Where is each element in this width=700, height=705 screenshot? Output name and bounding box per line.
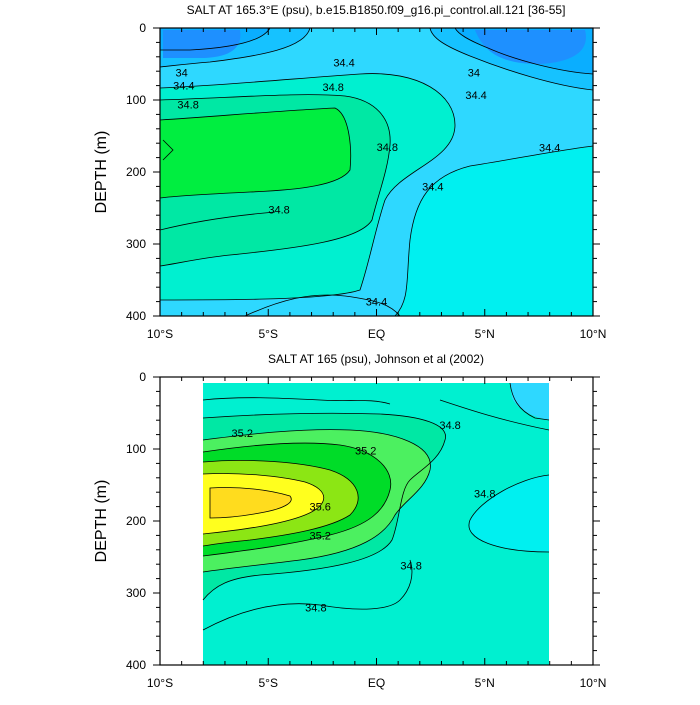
- panel-1-ylabel: DEPTH (m): [93, 131, 110, 214]
- panel-2-contour-labels: 35.2 35.2 34.8 34.8 35.6 35.2 34.8 34.8: [232, 420, 496, 614]
- contour-label: 35.2: [355, 445, 376, 457]
- x-tick-label: 5°N: [475, 676, 495, 690]
- panel-1-axes: 10°S 5°S EQ 5°N 10°N 0 100 200 300 400: [126, 21, 606, 341]
- observed-salinity-panel: SALT AT 165 (psu), Johnson et al (2002): [93, 352, 606, 690]
- contour-label: 34.8: [322, 82, 343, 94]
- y-tick-label: 200: [126, 514, 146, 528]
- panel-2-plot-area: 35.2 35.2 34.8 34.8 35.6 35.2 34.8 34.8: [202, 382, 550, 665]
- contour-label: 34.8: [474, 489, 495, 501]
- contour-label: 34.4: [173, 81, 194, 93]
- contour-label: 34.4: [539, 143, 560, 155]
- contour-label: 34.8: [305, 602, 326, 614]
- y-tick-label: 200: [126, 165, 146, 179]
- y-tick-label: 400: [126, 309, 146, 323]
- y-tick-label: 0: [139, 370, 146, 384]
- x-tick-label: 10°N: [580, 676, 607, 690]
- panel-1-fill-33.6: [163, 30, 586, 64]
- contour-label: 34.4: [366, 297, 387, 309]
- x-tick-label: 10°S: [147, 327, 173, 341]
- contour-label: 34.8: [439, 420, 460, 432]
- contour-label: 34.8: [400, 561, 421, 573]
- x-tick-label: 5°S: [259, 676, 278, 690]
- panel-2-title: SALT AT 165 (psu), Johnson et al (2002): [268, 352, 484, 366]
- panel-1-fill-35.0: [160, 108, 351, 198]
- panel-1-title: SALT AT 165.3°E (psu), b.e15.B1850.f09_g…: [187, 3, 566, 17]
- contour-label: 34: [176, 68, 188, 80]
- contour-label: 34.4: [422, 181, 443, 193]
- panel-2-fill-34.4: [468, 475, 549, 552]
- y-tick-label: 300: [126, 586, 146, 600]
- panel-2-contour-lines: [202, 382, 550, 631]
- y-tick-label: 0: [139, 21, 146, 35]
- panel-2-axes: 10°S 5°S EQ 5°N 10°N 0 100 200 300 400: [126, 370, 606, 690]
- x-tick-label: 5°S: [259, 327, 278, 341]
- contour-label: 35.2: [309, 530, 330, 542]
- contour-label: 35.2: [232, 428, 253, 440]
- y-tick-label: 100: [126, 442, 146, 456]
- contour-label: 34.8: [177, 99, 198, 111]
- panel-1-contour-lines: [160, 28, 593, 316]
- y-tick-label: 100: [126, 93, 146, 107]
- contour-label: 34.8: [377, 142, 398, 154]
- y-tick-label: 300: [126, 237, 146, 251]
- contour-label: 34.4: [465, 90, 486, 102]
- panel-2-ylabel: DEPTH (m): [93, 480, 110, 563]
- x-tick-label: 10°N: [580, 327, 607, 341]
- contour-label: 35.6: [309, 502, 330, 514]
- contour-label: 34.4: [333, 58, 354, 70]
- model-salinity-panel: SALT AT 165.3°E (psu), b.e15.B1850.f09_g…: [93, 3, 606, 341]
- x-tick-label: 10°S: [147, 676, 173, 690]
- panel-2-fill-34.2: [510, 383, 549, 420]
- y-tick-label: 400: [126, 658, 146, 672]
- x-tick-label: EQ: [368, 327, 385, 341]
- x-tick-label: 5°N: [475, 327, 495, 341]
- contour-label: 34.8: [268, 204, 289, 216]
- contour-label: 34: [468, 68, 480, 80]
- x-tick-label: EQ: [368, 676, 385, 690]
